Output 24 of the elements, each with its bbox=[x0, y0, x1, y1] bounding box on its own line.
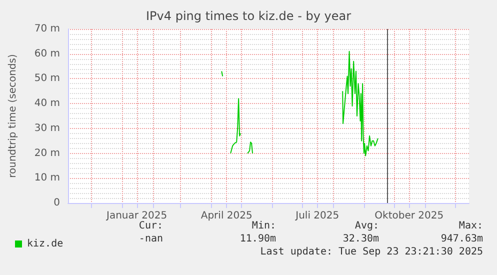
y-tick-label: 0 bbox=[54, 198, 60, 208]
y-tick-label: 40 m bbox=[34, 98, 60, 110]
text: Min: bbox=[252, 220, 276, 232]
text: -nan bbox=[138, 234, 164, 244]
text: Avg: bbox=[354, 220, 380, 232]
y-axis-title: roundtrip time (seconds) bbox=[8, 54, 18, 178]
x-tick-label: Juli 2025 bbox=[294, 210, 340, 222]
y-tick-label: 50 m bbox=[34, 73, 60, 84]
text: Last update: Tue Sep 23 23:21:30 2025 bbox=[260, 246, 484, 258]
y-tick-label: 60 m bbox=[34, 48, 60, 60]
text: 11.90m bbox=[240, 234, 276, 244]
x-tick-label: April 2025 bbox=[200, 210, 252, 222]
x-tick-label: Oktober 2025 bbox=[374, 210, 444, 222]
y-tick-label: 20 m bbox=[34, 148, 60, 159]
legend-label: kiz.de bbox=[27, 238, 64, 250]
text: 32.30m bbox=[342, 234, 379, 244]
y-tick-label: 30 m bbox=[34, 122, 60, 134]
x-tick-label: Januar 2025 bbox=[106, 210, 168, 222]
y-tick-label: 10 m bbox=[34, 172, 60, 184]
text: Max: bbox=[458, 220, 484, 232]
text: Cur: bbox=[138, 220, 164, 232]
y-tick-label: 70 m bbox=[34, 24, 60, 34]
text: 947.63m bbox=[440, 234, 484, 244]
chart-title: IPv4 ping times to kiz.de - by year bbox=[146, 9, 352, 23]
